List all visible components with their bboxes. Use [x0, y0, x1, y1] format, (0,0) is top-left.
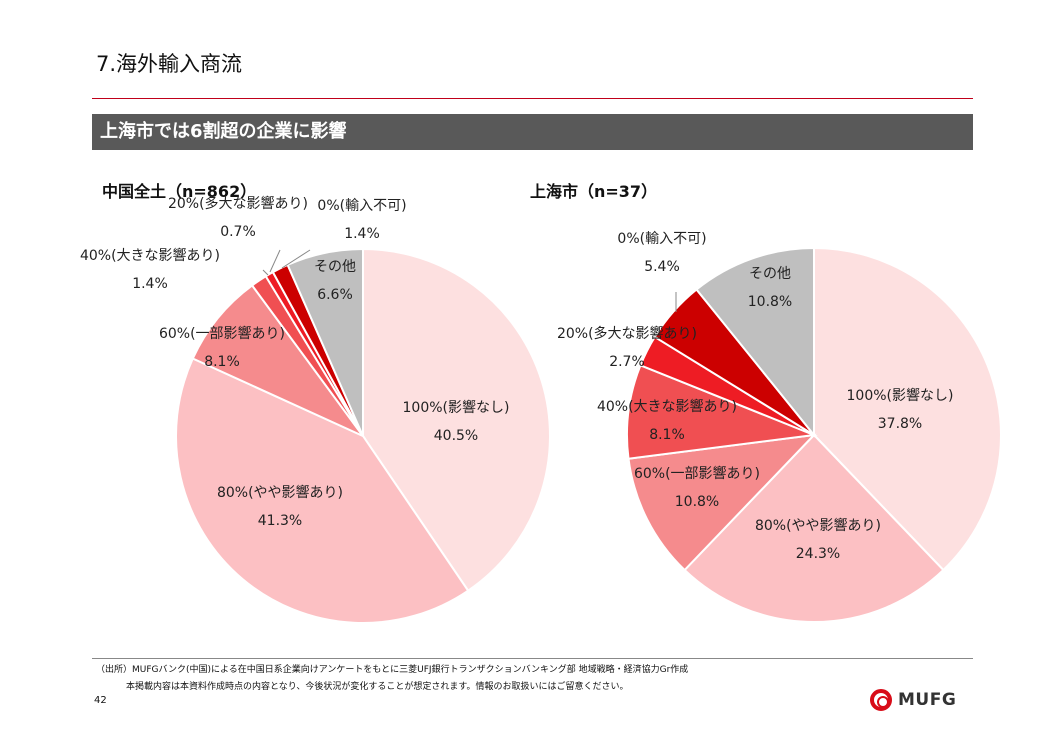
pie-slice [695, 246, 815, 438]
mufg-logo-text: MUFG [898, 690, 957, 710]
pie-slice [813, 246, 1002, 572]
slice-value-label: 8.1% [649, 427, 685, 443]
footer-divider [92, 658, 973, 659]
pie-slice [683, 433, 945, 624]
leader-line [262, 269, 269, 276]
slice-label: その他 [749, 266, 791, 282]
source-note: （出所）MUFGバンク(中国)による在中国日系企業向けアンケートをもとに三菱UF… [96, 665, 689, 675]
page-title: 7.海外輸入商流 [96, 52, 243, 76]
pie-slice [627, 433, 817, 572]
slice-value-label: 41.3% [258, 513, 302, 529]
slice-label: 80%(やや影響あり) [755, 517, 881, 534]
slice-value-label: 10.8% [675, 494, 719, 510]
slice-value-label: 2.7% [609, 354, 645, 370]
pie-slice [175, 357, 470, 624]
slice-label: 20%(多大な影響あり) [557, 325, 697, 342]
slice-value-label: 1.4% [344, 226, 380, 242]
slice-value-label: 0.7% [220, 224, 256, 240]
slice-value-label: 24.3% [796, 546, 840, 562]
leader-line [269, 249, 281, 273]
slice-label: その他 [314, 259, 356, 275]
disclaimer-note: 本掲載内容は本資料作成時点の内容となり、今後状況が変化することが想定されます。情… [126, 682, 629, 692]
chart-title-china: 中国全土（n=862） [102, 182, 257, 201]
pie-slice [191, 284, 367, 439]
page-number: 42 [94, 695, 107, 706]
pie-slice [626, 363, 818, 460]
slice-label: 60%(一部影響あり) [634, 465, 760, 482]
title-divider [92, 98, 973, 99]
headline-banner: 上海市では6割超の企業に影響 [92, 114, 973, 150]
slice-value-label: 5.4% [644, 259, 680, 275]
slice-label: 100%(影響なし) [403, 399, 510, 416]
slice-value-label: 8.1% [204, 354, 240, 370]
slice-label: 40%(大きな影響あり) [597, 398, 737, 415]
slice-value-label: 6.6% [317, 287, 353, 303]
chart-title-shanghai: 上海市（n=37） [530, 182, 658, 201]
slice-value-label: 10.8% [748, 294, 792, 310]
slice-label: 100%(影響なし) [847, 387, 954, 404]
slice-label: 80%(やや影響あり) [217, 484, 343, 501]
slice-value-label: 40.5% [434, 428, 478, 444]
slice-label: 0%(輸入不可) [317, 198, 406, 214]
slice-label: 60%(一部影響あり) [159, 325, 285, 342]
slice-value-label: 1.4% [132, 276, 168, 292]
slice-value-label: 37.8% [878, 416, 922, 432]
leader-line [281, 249, 311, 269]
slice-label: 40%(大きな影響あり) [80, 247, 220, 264]
slice-label: 0%(輸入不可) [617, 231, 706, 247]
slice-label: 20%(多大な影響あり) [168, 195, 308, 212]
pie-slice [362, 247, 551, 593]
mufg-logo: MUFG [870, 688, 956, 712]
mufg-logo-icon [870, 689, 892, 711]
